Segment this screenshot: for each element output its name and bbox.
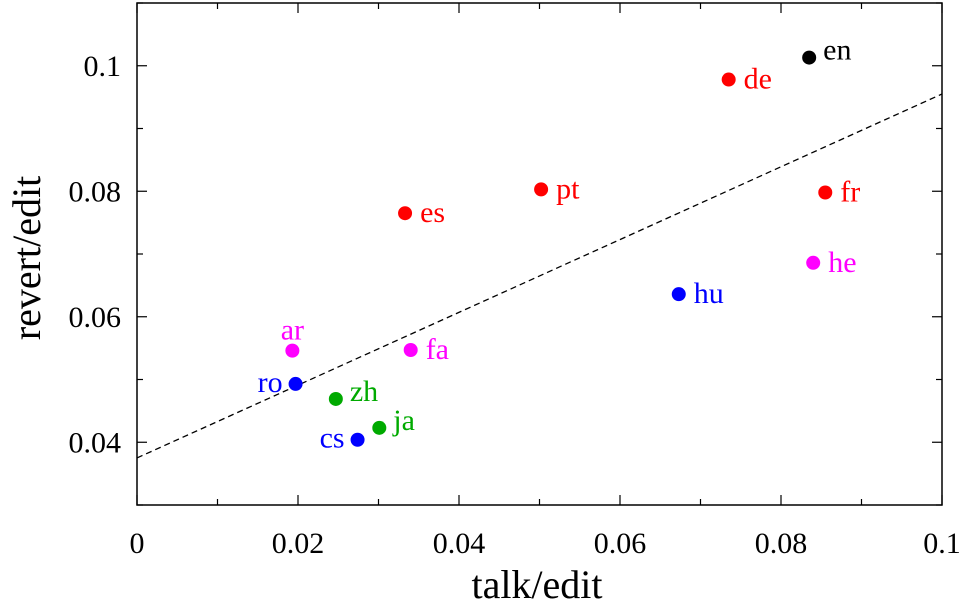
- y-tick-label: 0.04: [69, 426, 122, 459]
- data-point-ro: [288, 376, 303, 391]
- data-point-he: [806, 255, 821, 270]
- x-tick-label: 0.06: [594, 527, 647, 560]
- point-label-de: de: [744, 63, 772, 96]
- data-point-en: [802, 50, 817, 65]
- data-point-ja: [372, 420, 387, 435]
- y-tick-label: 0.08: [69, 175, 122, 208]
- x-tick-label: 0.04: [433, 527, 486, 560]
- y-tick-label: 0.1: [84, 50, 122, 83]
- point-label-pt: pt: [556, 172, 580, 205]
- point-label-cs: cs: [320, 422, 345, 455]
- plot-frame: [136, 2, 943, 506]
- point-label-hu: hu: [694, 277, 724, 310]
- x-tick-label: 0.1: [923, 527, 961, 560]
- point-label-en: en: [823, 34, 851, 67]
- x-tick-label: 0.02: [272, 527, 325, 560]
- point-label-ja: ja: [392, 404, 415, 437]
- point-label-es: es: [420, 196, 445, 229]
- data-point-zh: [328, 391, 343, 406]
- x-axis-title: talk/edit: [471, 562, 602, 606]
- data-point-hu: [671, 287, 686, 302]
- point-label-ar: ar: [281, 314, 304, 347]
- data-point-fr: [818, 185, 833, 200]
- data-point-es: [398, 206, 413, 221]
- point-label-fr: fr: [840, 176, 860, 209]
- data-point-fa: [403, 343, 418, 358]
- y-tick-label: 0.06: [69, 301, 122, 334]
- data-point-pt: [534, 182, 549, 197]
- point-label-fa: fa: [426, 333, 449, 366]
- point-label-ro: ro: [258, 366, 283, 399]
- point-label-zh: zh: [350, 375, 378, 408]
- y-axis-title: revert/edit: [4, 176, 49, 340]
- plot-area: 0 0.02 0.04 0.06 0.08 0.1 0.04 0.06 0.08 0.1 en de f…: [69, 2, 961, 560]
- data-point-ar: [285, 343, 300, 358]
- fit-line: [136, 93, 943, 459]
- data-point-cs: [350, 432, 365, 447]
- data-point-de: [721, 72, 736, 87]
- point-label-he: he: [828, 246, 856, 279]
- x-tick-label: 0.08: [755, 527, 808, 560]
- x-tick-label: 0: [130, 527, 145, 560]
